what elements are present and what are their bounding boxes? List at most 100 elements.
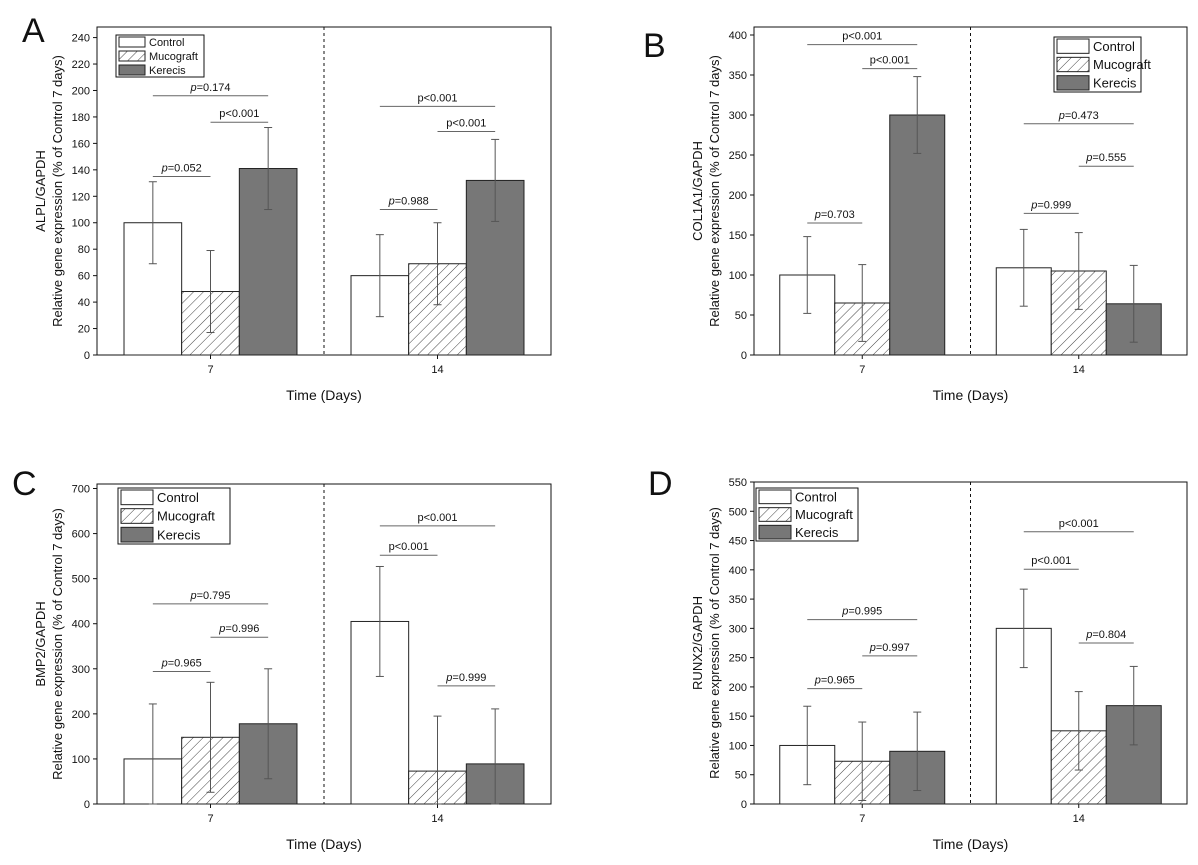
p-value-label: p=0.995 — [841, 606, 882, 618]
y-axis-title: Relative gene expression (% of Control 7… — [707, 507, 722, 779]
y-tick-label: 600 — [72, 529, 90, 541]
y-tick-label: 50 — [735, 770, 747, 782]
legend-swatch — [758, 524, 792, 540]
panel-letter: C — [12, 465, 37, 503]
legend-swatch — [1056, 75, 1090, 91]
y-tick-label: 120 — [72, 191, 90, 203]
x-tick-label: 14 — [431, 364, 443, 376]
y-tick-label: 300 — [72, 664, 90, 676]
legend: Control Mucograft Kerecis — [755, 487, 859, 542]
legend-swatch — [118, 50, 146, 62]
y-axis-subtitle: BMP2/GAPDH — [33, 601, 48, 686]
p-value-label: p=0.174 — [189, 82, 230, 94]
y-tick-label: 300 — [729, 110, 747, 122]
x-tick-label: 7 — [207, 364, 213, 376]
y-tick-label: 100 — [72, 754, 90, 766]
legend-label: Mucograft — [157, 509, 215, 524]
p-value-label: p<0.001 — [1031, 555, 1071, 567]
y-tick-label: 200 — [729, 682, 747, 694]
y-tick-label: 300 — [729, 623, 747, 635]
chart-panel-a: A 0 20 40 60 80 100 120 140 160 180 200 220 240 Relati… — [22, 12, 552, 403]
panel-letter: D — [648, 465, 673, 503]
p-value-label: p=0.965 — [814, 675, 855, 687]
y-axis-title: Relative gene expression (% of Control 7… — [50, 55, 65, 327]
p-value-label: p<0.001 — [446, 117, 486, 129]
y-tick-label: 0 — [84, 350, 90, 362]
p-value-label: p=0.052 — [161, 162, 202, 174]
x-axis-title: Time (Days) — [933, 836, 1009, 852]
y-tick-label: 0 — [84, 799, 90, 811]
y-tick-label: 500 — [72, 574, 90, 586]
y-tick-label: 450 — [729, 536, 747, 548]
legend-swatch — [118, 64, 146, 76]
y-tick-label: 100 — [729, 740, 747, 752]
x-axis-title: Time (Days) — [286, 387, 362, 403]
x-tick-label: 7 — [859, 364, 865, 376]
p-value-label: p=0.473 — [1058, 110, 1099, 122]
chart-panel-b: B 0 50 100 150 200 250 300 350 400 Relative gene e… — [643, 26, 1188, 403]
p-value-label: p<0.001 — [219, 108, 259, 120]
legend: Control Mucograft Kerecis — [1053, 36, 1151, 93]
y-tick-label: 400 — [729, 30, 747, 42]
legend-label: Control — [1093, 39, 1135, 54]
y-tick-label: 350 — [729, 70, 747, 82]
y-tick-label: 180 — [72, 112, 90, 124]
legend-swatch — [1056, 38, 1090, 54]
legend-label: Kerecis — [157, 527, 201, 542]
legend-label: Control — [795, 490, 837, 505]
y-tick-label: 80 — [78, 244, 90, 256]
x-tick-label: 7 — [859, 813, 865, 825]
y-axis-subtitle: ALPL/GAPDH — [33, 150, 48, 232]
y-tick-label: 350 — [729, 594, 747, 606]
y-tick-label: 40 — [78, 297, 90, 309]
legend-swatch — [758, 489, 792, 505]
y-axis-title: Relative gene expression (% of Control 7… — [707, 55, 722, 327]
p-value-label: p<0.001 — [870, 55, 910, 67]
y-tick-label: 200 — [729, 190, 747, 202]
legend-label: Mucograft — [149, 51, 198, 63]
p-value-label: p=0.804 — [1085, 629, 1126, 641]
y-tick-label: 240 — [72, 33, 90, 45]
y-tick-label: 200 — [72, 709, 90, 721]
p-value-label: p<0.001 — [389, 541, 429, 553]
legend-swatch — [1056, 56, 1090, 73]
x-axis-title: Time (Days) — [286, 836, 362, 852]
p-value-label: p<0.001 — [417, 92, 457, 104]
y-tick-label: 140 — [72, 165, 90, 177]
legend-label: Kerecis — [1093, 76, 1137, 91]
x-tick-label: 14 — [431, 813, 443, 825]
legend-swatch — [120, 489, 154, 506]
legend-label: Control — [149, 37, 184, 49]
legend-label: Kerecis — [149, 65, 186, 77]
p-value-label: p=0.997 — [869, 642, 910, 654]
y-axis-title: Relative gene expression (% of Control 7… — [50, 508, 65, 780]
bar-kerecis-day7 — [889, 114, 946, 356]
legend-swatch — [118, 36, 146, 48]
x-tick-label: 14 — [1073, 364, 1085, 376]
p-value-label: p=0.999 — [445, 672, 486, 684]
y-tick-label: 100 — [72, 218, 90, 230]
p-value-label: p=0.988 — [388, 196, 429, 208]
bar-control-day7 — [123, 222, 183, 356]
legend-swatch — [120, 508, 154, 524]
x-axis-title: Time (Days) — [933, 387, 1009, 403]
p-value-label: p=0.703 — [814, 209, 855, 221]
y-tick-label: 20 — [78, 324, 90, 336]
y-tick-label: 150 — [729, 230, 747, 242]
legend: Control Mucograft Kerecis — [115, 34, 205, 78]
legend-label: Kerecis — [795, 525, 839, 540]
panel-letter: A — [22, 12, 45, 50]
y-axis-subtitle: COL1A1/GAPDH — [690, 141, 705, 241]
y-tick-label: 160 — [72, 138, 90, 150]
y-axis-subtitle: RUNX2/GAPDH — [690, 596, 705, 690]
p-value-label: p=0.555 — [1085, 152, 1126, 164]
y-tick-label: 700 — [72, 484, 90, 496]
y-tick-label: 150 — [729, 711, 747, 723]
y-tick-label: 250 — [729, 653, 747, 665]
y-tick-label: 60 — [78, 271, 90, 283]
y-tick-label: 50 — [735, 310, 747, 322]
legend-label: Control — [157, 490, 199, 505]
x-tick-label: 14 — [1073, 813, 1085, 825]
panel-letter: B — [643, 27, 666, 65]
